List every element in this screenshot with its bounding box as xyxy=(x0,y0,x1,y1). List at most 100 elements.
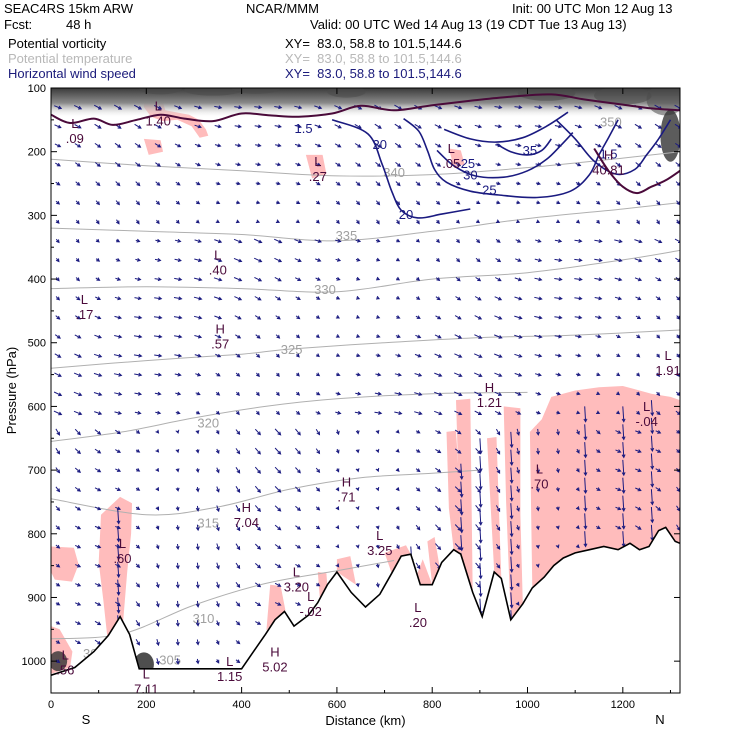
pv-extremum-value: 3.20 xyxy=(284,580,309,595)
wind-vector xyxy=(255,410,260,416)
wind-vector xyxy=(235,181,241,186)
wind-vector xyxy=(94,315,102,320)
y-tick-label: 800 xyxy=(28,529,46,541)
wind-vector xyxy=(516,200,521,205)
wind-vector xyxy=(494,277,502,282)
wind-vector xyxy=(555,487,560,493)
wind-vector xyxy=(254,582,262,588)
wind-vector xyxy=(193,296,203,301)
wind-vector xyxy=(496,200,501,205)
wind-vector xyxy=(616,200,621,206)
wind-vector xyxy=(455,219,460,224)
wind-vector xyxy=(650,417,655,435)
wind-vector xyxy=(535,391,542,396)
wind-speed-label: 20 xyxy=(373,137,387,152)
model-title: SEAC4RS 15km ARW xyxy=(4,1,134,16)
wind-vector xyxy=(335,162,342,167)
wind-vector xyxy=(214,143,222,148)
wind-speed-contour xyxy=(436,132,574,179)
wind-vector xyxy=(634,258,643,263)
wind-vector xyxy=(335,391,341,396)
pv-extremum-mark: L xyxy=(414,600,421,615)
pv-shade-region xyxy=(427,537,442,585)
wind-vector xyxy=(235,334,242,339)
wind-vector xyxy=(236,391,240,396)
wind-vector xyxy=(616,391,621,396)
wind-vector xyxy=(356,353,361,358)
wind-vector xyxy=(614,258,623,263)
wind-vector xyxy=(135,582,141,588)
wind-vector xyxy=(75,602,82,606)
wind-vector xyxy=(355,544,360,549)
wind-vector xyxy=(375,372,382,377)
wind-vector xyxy=(395,429,400,434)
wind-vector xyxy=(295,411,301,415)
wind-vector xyxy=(94,620,102,626)
wind-vector xyxy=(376,257,381,262)
wind-vector xyxy=(515,258,522,262)
wind-vector xyxy=(134,410,142,415)
wind-vector xyxy=(75,315,81,320)
wind-vector xyxy=(655,315,661,320)
wind-vector xyxy=(215,391,221,396)
x-tick-label: 800 xyxy=(423,699,441,711)
wind-vector xyxy=(621,406,626,423)
wind-vector xyxy=(516,428,520,436)
wind-vector xyxy=(93,372,103,377)
pv-extremum-value: 40.81 xyxy=(592,163,625,178)
wind-vector xyxy=(621,424,626,441)
wind-vector xyxy=(415,200,421,206)
wind-vector xyxy=(315,563,321,568)
wind-vector xyxy=(495,257,502,263)
wind-vector xyxy=(583,495,588,512)
wind-vector xyxy=(456,238,460,244)
wind-vector xyxy=(134,315,143,320)
wind-vector xyxy=(473,372,483,377)
wind-vector xyxy=(621,442,626,459)
wind-vector xyxy=(395,467,400,472)
wind-vector xyxy=(478,473,483,491)
wind-vector xyxy=(154,258,162,262)
wind-vector xyxy=(574,238,583,243)
wind-vector xyxy=(134,391,143,396)
wind-vector xyxy=(576,219,581,224)
wind-vector xyxy=(315,334,320,339)
wind-vector xyxy=(254,276,263,282)
wind-vector xyxy=(534,372,542,377)
wind-vector xyxy=(355,257,361,262)
wind-vector xyxy=(356,276,361,281)
wind-vector xyxy=(509,556,514,574)
wind-vector xyxy=(93,353,103,358)
wind-vector xyxy=(495,485,501,494)
org-label: NCAR/MMM xyxy=(246,1,319,16)
pv-extremum-value: 3.25 xyxy=(367,543,392,558)
wind-vector xyxy=(555,506,560,511)
wind-vector xyxy=(414,143,422,148)
wind-vector xyxy=(316,372,321,377)
wind-vector xyxy=(454,124,463,129)
wind-vector xyxy=(335,200,341,205)
wind-vector xyxy=(235,429,241,436)
wind-vector xyxy=(74,143,82,148)
wind-vector xyxy=(635,430,642,434)
wind-vector xyxy=(454,543,462,551)
wind-vector xyxy=(575,181,581,186)
wind-vector xyxy=(74,506,82,511)
wind-vector xyxy=(555,353,562,358)
wind-vector xyxy=(135,468,141,472)
wind-vector xyxy=(195,505,200,512)
wind-vector xyxy=(476,200,481,204)
wind-vector xyxy=(235,353,241,358)
wind-vector xyxy=(155,429,160,434)
wind-vector xyxy=(656,200,661,206)
wind-vector xyxy=(516,467,520,475)
wind-vector xyxy=(674,104,680,110)
wind-vector xyxy=(636,334,641,339)
wind-speed-label: 35 xyxy=(523,143,537,158)
wind-vector xyxy=(435,505,442,512)
wind-vector xyxy=(254,428,261,436)
wind-vector xyxy=(475,429,482,435)
wind-vector xyxy=(315,181,321,186)
wind-vector xyxy=(133,104,143,110)
wind-vector xyxy=(495,162,502,167)
